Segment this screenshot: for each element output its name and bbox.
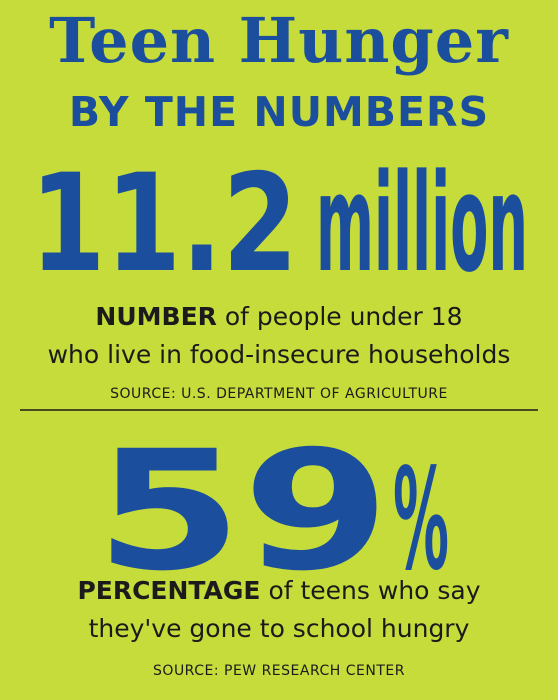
stat-description: PERCENTAGE of teens who say they've gone … [0, 572, 558, 648]
description-line: they've gone to school hungry [0, 610, 558, 648]
description-text: they've gone to school hungry [88, 614, 470, 643]
description-line: who live in food-insecure households [0, 336, 558, 374]
description-text: who live in food-insecure households [47, 340, 511, 369]
stat-description: NUMBER of people under 18 who live in foo… [0, 298, 558, 374]
description-text: of people under 18 [224, 302, 463, 331]
stat-source: SOURCE: U.S. DEPARTMENT OF AGRICULTURE [110, 386, 448, 402]
description-text: of teens who say [268, 576, 481, 605]
description-line: PERCENTAGE of teens who say [0, 572, 558, 610]
subtitle: BY THE NUMBERS [68, 88, 490, 136]
stat-source: SOURCE: PEW RESEARCH CENTER [153, 663, 405, 679]
stat-label: PERCENTAGE [77, 576, 261, 605]
title: Teen Hunger [49, 4, 509, 77]
description-line: NUMBER of people under 18 [0, 298, 558, 336]
stat-label: NUMBER [95, 302, 217, 331]
stat-unit: % [393, 439, 449, 602]
stat-unit: million [316, 145, 528, 302]
stat-figure: 11.2 [30, 145, 298, 302]
stat-figure: 59 [95, 415, 390, 607]
